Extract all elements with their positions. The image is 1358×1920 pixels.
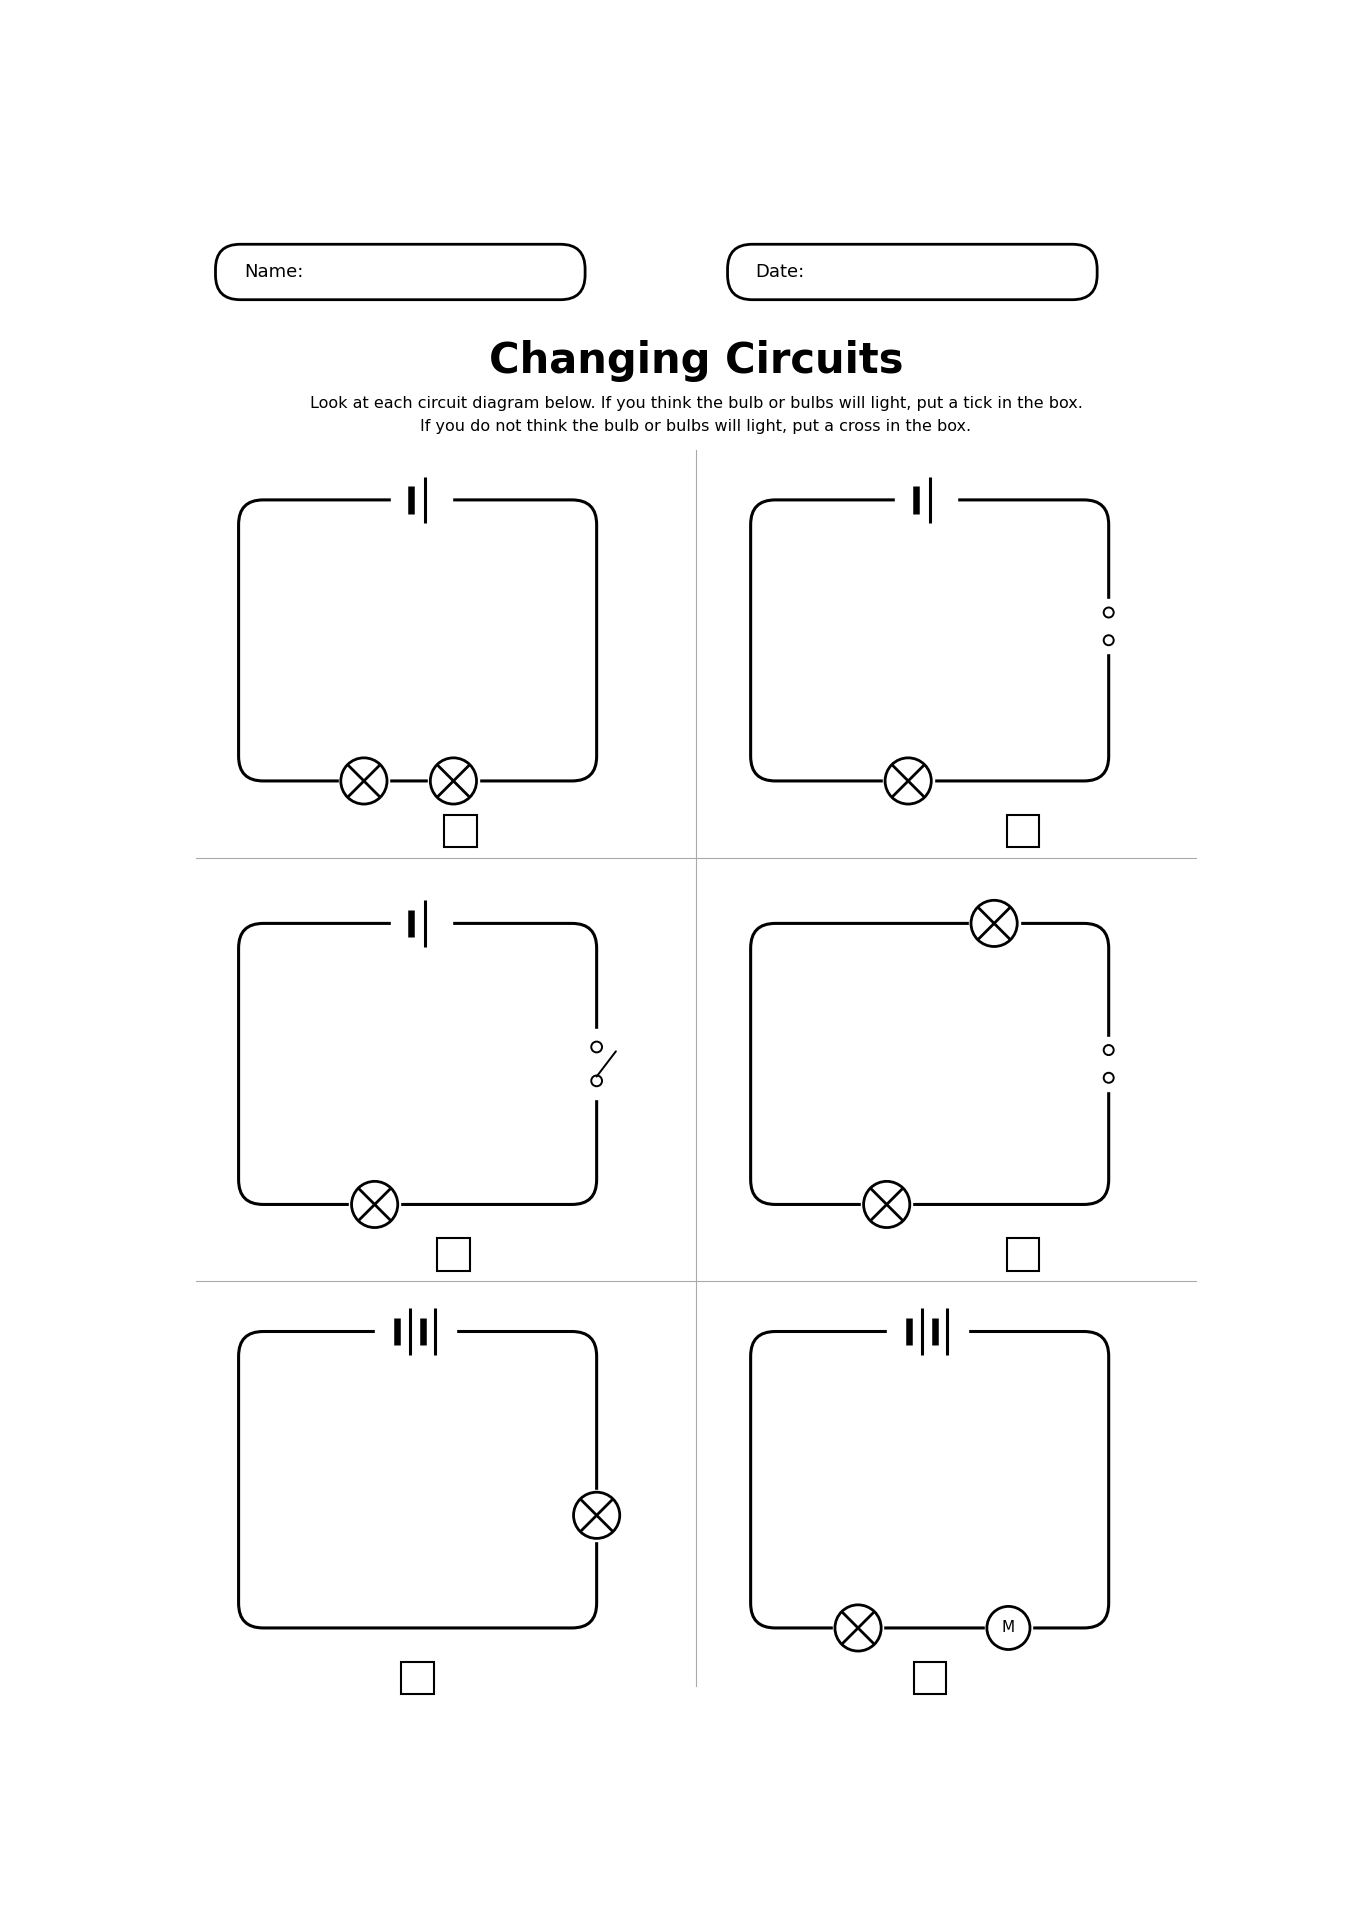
- Circle shape: [573, 1492, 619, 1538]
- Bar: [437, 1238, 470, 1271]
- Circle shape: [352, 1181, 398, 1227]
- Circle shape: [864, 1181, 910, 1227]
- Text: Date:: Date:: [755, 263, 804, 280]
- Bar: [444, 814, 477, 847]
- Circle shape: [591, 1075, 602, 1087]
- Bar: [1006, 814, 1039, 847]
- Circle shape: [591, 1041, 602, 1052]
- Circle shape: [1104, 1044, 1114, 1056]
- Bar: [1006, 1238, 1039, 1271]
- Circle shape: [430, 758, 477, 804]
- Circle shape: [1104, 607, 1114, 618]
- Circle shape: [971, 900, 1017, 947]
- Bar: [402, 1663, 433, 1693]
- Circle shape: [885, 758, 932, 804]
- Bar: [914, 1663, 945, 1693]
- Text: If you do not think the bulb or bulbs will light, put a cross in the box.: If you do not think the bulb or bulbs wi…: [421, 419, 971, 434]
- Circle shape: [1104, 1073, 1114, 1083]
- Circle shape: [987, 1607, 1029, 1649]
- Text: Look at each circuit diagram below. If you think the bulb or bulbs will light, p: Look at each circuit diagram below. If y…: [310, 396, 1082, 411]
- Text: Changing Circuits: Changing Circuits: [489, 340, 903, 382]
- Text: Name:: Name:: [244, 263, 303, 280]
- Circle shape: [1104, 636, 1114, 645]
- Circle shape: [341, 758, 387, 804]
- Text: M: M: [1002, 1620, 1014, 1636]
- Circle shape: [835, 1605, 881, 1651]
